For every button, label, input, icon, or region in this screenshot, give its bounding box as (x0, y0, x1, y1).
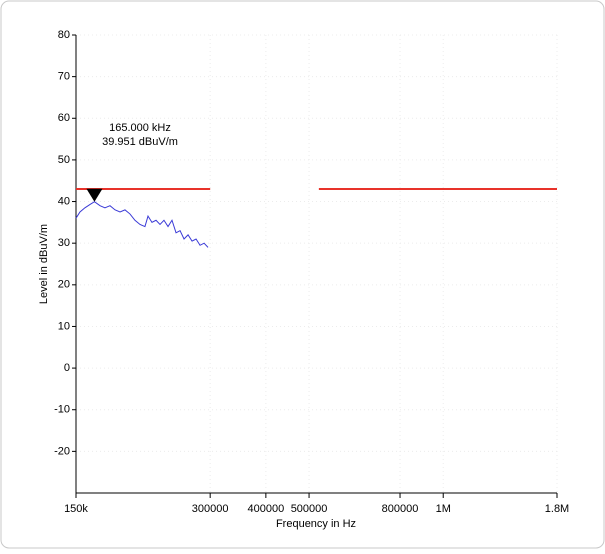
x-tick-label: 300000 (192, 503, 229, 515)
x-tick-label: 400000 (247, 503, 284, 515)
y-tick-label: -20 (54, 445, 70, 457)
y-tick-label: 40 (58, 195, 70, 207)
x-axis-label: Frequency in Hz (276, 518, 356, 530)
series-line (75, 201, 209, 248)
y-axis-label: Level in dBuV/m (38, 224, 50, 304)
y-tick-label: 20 (58, 279, 70, 291)
y-tick-label: 80 (58, 29, 70, 41)
y-tick-label: -10 (54, 404, 70, 416)
marker-label: 39.951 dBuV/m (102, 136, 178, 148)
x-tick-label: 150k (64, 503, 88, 515)
x-tick-label: 500000 (291, 503, 328, 515)
y-tick-label: 30 (58, 237, 70, 249)
y-tick-label: 60 (58, 112, 70, 124)
x-tick-label: 1M (436, 503, 451, 515)
marker (86, 188, 103, 202)
marker-label: 165.000 kHz (109, 122, 171, 134)
y-tick-label: 50 (58, 154, 70, 166)
y-tick-label: 70 (58, 71, 70, 83)
x-tick-label: 800000 (382, 503, 419, 515)
y-tick-label: 0 (64, 362, 70, 374)
y-tick-label: 10 (58, 320, 70, 332)
x-tick-label: 1.8M (545, 503, 569, 515)
